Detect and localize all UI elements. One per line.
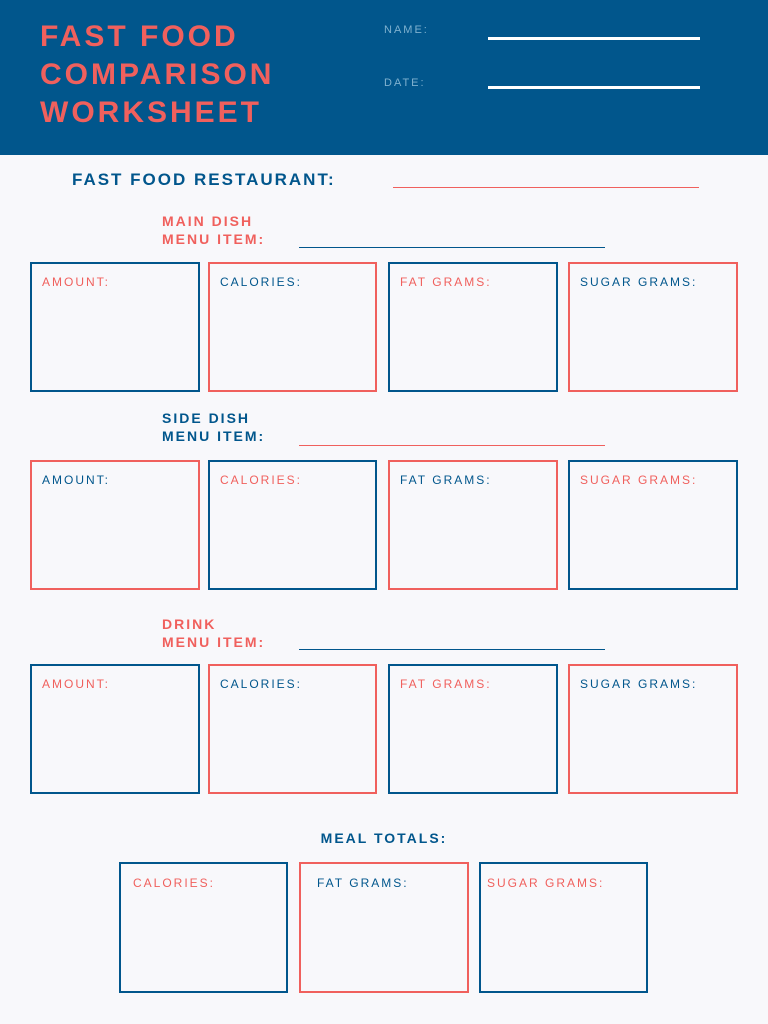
drink-line1: DRINK	[162, 616, 217, 632]
drink-field[interactable]	[299, 649, 605, 650]
main-dish-line1: MAIN DISH	[162, 213, 254, 229]
worksheet-title: FAST FOOD COMPARISON WORKSHEET	[40, 18, 274, 132]
side-fat-box[interactable]: FAT GRAMS:	[388, 460, 558, 590]
drink-line2: MENU ITEM:	[162, 634, 266, 650]
box-label: CALORIES:	[220, 677, 303, 691]
main-calories-box[interactable]: CALORIES:	[208, 262, 377, 392]
box-label: AMOUNT:	[42, 473, 110, 487]
side-dish-field[interactable]	[299, 445, 605, 446]
meal-totals-heading: MEAL TOTALS:	[320, 830, 448, 846]
title-line-1: FAST FOOD	[40, 20, 239, 53]
restaurant-label: FAST FOOD RESTAURANT:	[72, 170, 336, 189]
drink-fat-box[interactable]: FAT GRAMS:	[388, 664, 558, 794]
side-sugar-box[interactable]: SUGAR GRAMS:	[568, 460, 738, 590]
name-label: NAME:	[384, 24, 429, 36]
date-label: DATE:	[384, 77, 426, 89]
side-amount-box[interactable]: AMOUNT:	[30, 460, 200, 590]
restaurant-field[interactable]	[393, 187, 699, 188]
box-label: SUGAR GRAMS:	[580, 473, 698, 487]
total-fat-box[interactable]: FAT GRAMS:	[299, 862, 469, 993]
main-amount-box[interactable]: AMOUNT:	[30, 262, 200, 392]
total-sugar-box[interactable]: SUGAR GRAMS:	[479, 862, 648, 993]
title-line-3: WORKSHEET	[40, 96, 262, 129]
side-calories-box[interactable]: CALORIES:	[208, 460, 377, 590]
name-field[interactable]	[488, 37, 700, 40]
side-dish-line1: SIDE DISH	[162, 410, 251, 426]
box-label: CALORIES:	[133, 876, 216, 890]
drink-sugar-box[interactable]: SUGAR GRAMS:	[568, 664, 738, 794]
box-label: SUGAR GRAMS:	[580, 677, 698, 691]
date-field[interactable]	[488, 86, 700, 89]
side-dish-heading: SIDE DISH MENU ITEM:	[162, 409, 265, 445]
box-label: FAT GRAMS:	[400, 473, 492, 487]
box-label: FAT GRAMS:	[400, 677, 492, 691]
drink-calories-box[interactable]: CALORIES:	[208, 664, 377, 794]
main-dish-field[interactable]	[299, 247, 605, 248]
box-label: SUGAR GRAMS:	[487, 876, 605, 890]
box-label: CALORIES:	[220, 473, 303, 487]
header-banner: FAST FOOD COMPARISON WORKSHEET NAME: DAT…	[0, 0, 768, 155]
box-label: AMOUNT:	[42, 677, 110, 691]
box-label: FAT GRAMS:	[400, 275, 492, 289]
main-fat-box[interactable]: FAT GRAMS:	[388, 262, 558, 392]
main-dish-heading: MAIN DISH MENU ITEM:	[162, 212, 265, 248]
main-dish-line2: MENU ITEM:	[162, 231, 266, 247]
side-dish-line2: MENU ITEM:	[162, 428, 266, 444]
drink-heading: DRINK MENU ITEM:	[162, 615, 265, 651]
total-calories-box[interactable]: CALORIES:	[119, 862, 288, 993]
box-label: SUGAR GRAMS:	[580, 275, 698, 289]
main-sugar-box[interactable]: SUGAR GRAMS:	[568, 262, 738, 392]
box-label: AMOUNT:	[42, 275, 110, 289]
drink-amount-box[interactable]: AMOUNT:	[30, 664, 200, 794]
box-label: FAT GRAMS:	[317, 876, 409, 890]
box-label: CALORIES:	[220, 275, 303, 289]
title-line-2: COMPARISON	[40, 58, 275, 91]
